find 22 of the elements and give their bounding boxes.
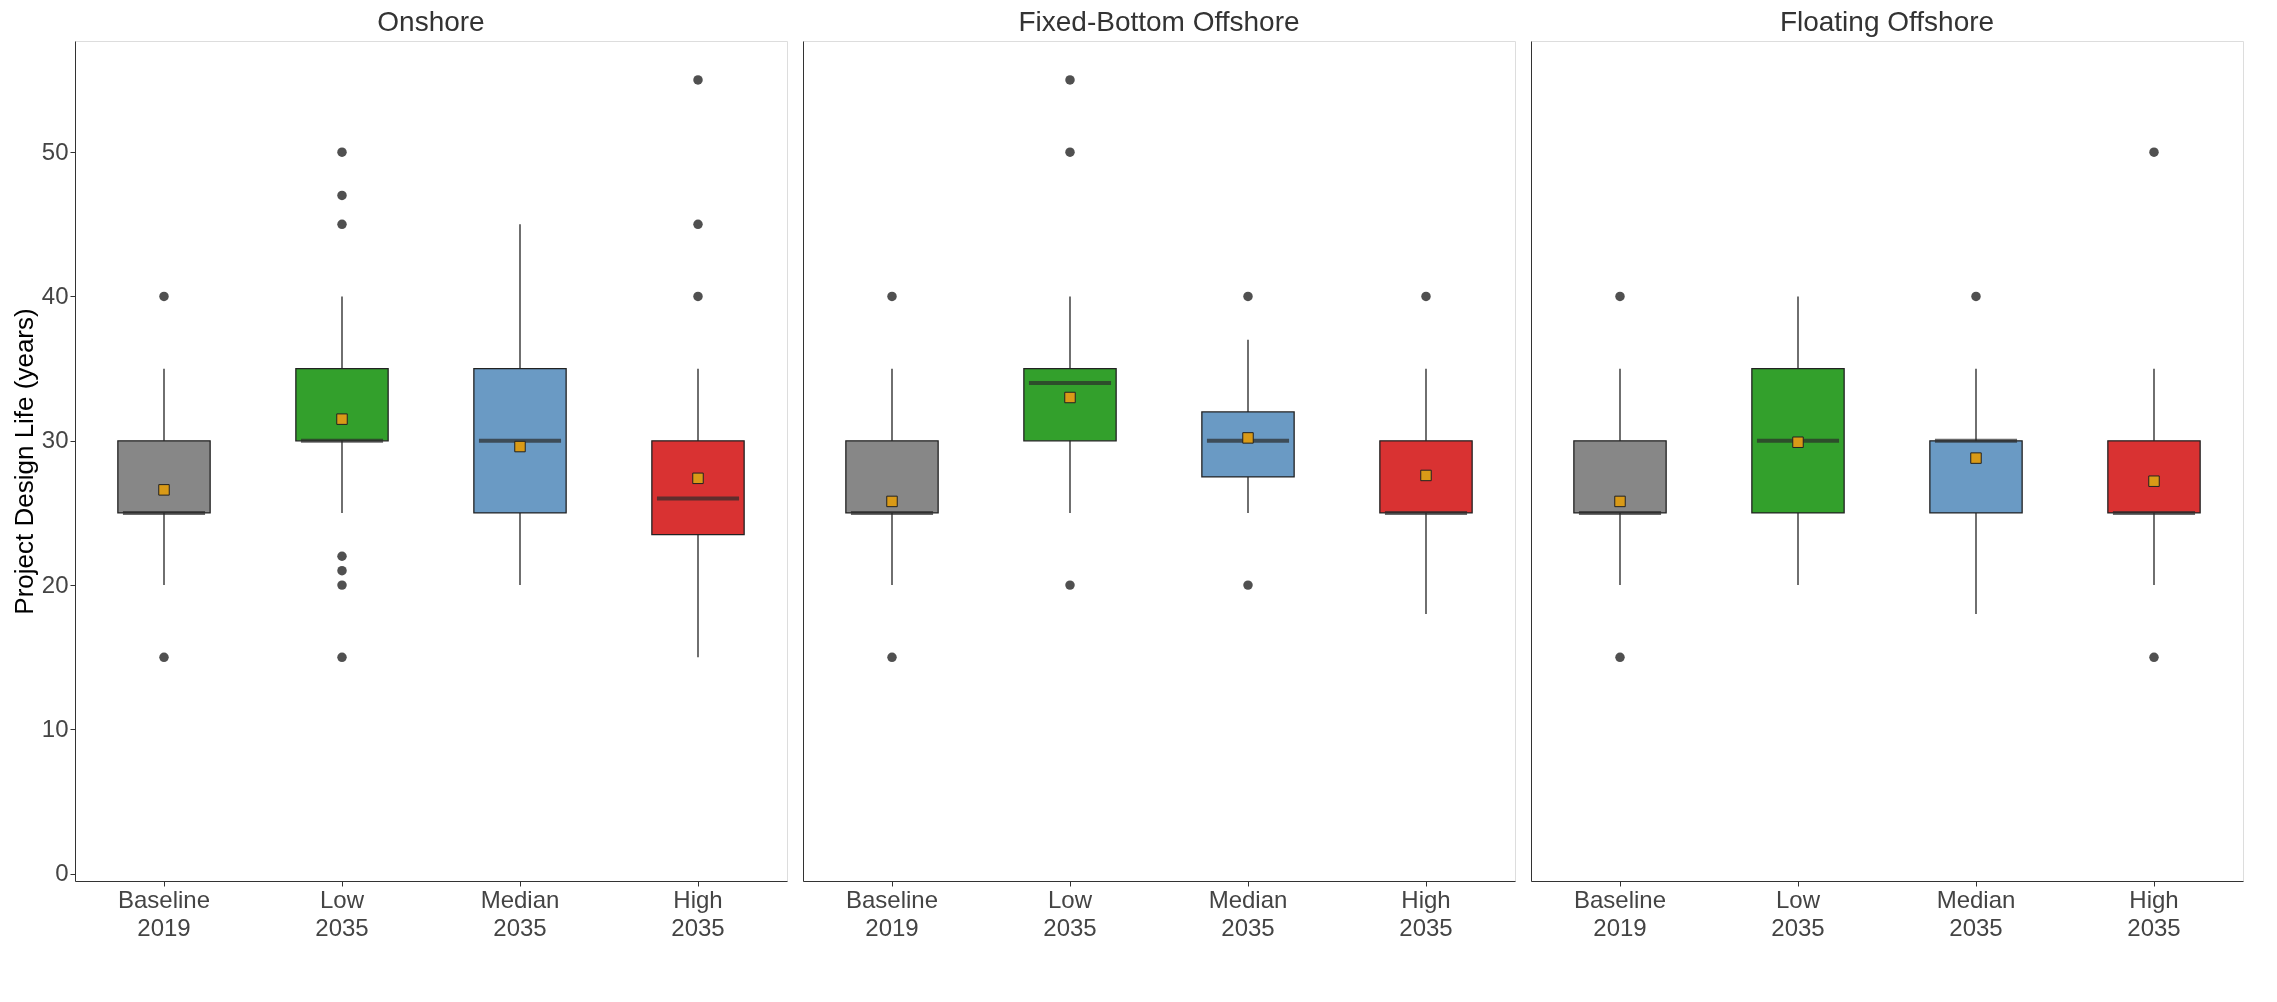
y-tick-label: 0 (55, 859, 69, 887)
x-tick-label: High 2035 (671, 885, 725, 941)
y-tick-label: 10 (41, 714, 69, 742)
x-tick-label: Low 2035 (315, 885, 369, 941)
x-tick-label: Baseline 2019 (117, 885, 211, 941)
chart-title: Fixed-Bottom Offshore (1018, 6, 1300, 37)
x-tick-label: Baseline 2019 (1573, 885, 1667, 941)
x-tick-label: High 2035 (1399, 885, 1453, 941)
x-tick-label: Median 2035 (480, 885, 560, 941)
x-tick-label: Low 2035 (1043, 885, 1097, 941)
x-tick-label: Median 2035 (1936, 885, 2016, 941)
x-tick-label: Low 2035 (1771, 885, 1825, 941)
x-tick-label: Median 2035 (1208, 885, 1288, 941)
y-tick-label: 40 (41, 281, 69, 309)
y-tick-label: 50 (41, 137, 69, 165)
chart-title: Onshore (377, 6, 485, 37)
x-tick-label: High 2035 (2127, 885, 2181, 941)
y-axis-title: Project Design Life (years) (8, 308, 39, 615)
chart-title: Floating Offshore (1779, 6, 1995, 37)
y-tick-label: 20 (41, 570, 69, 598)
y-tick-label: 30 (41, 426, 69, 454)
x-tick-label: Baseline 2019 (845, 885, 939, 941)
